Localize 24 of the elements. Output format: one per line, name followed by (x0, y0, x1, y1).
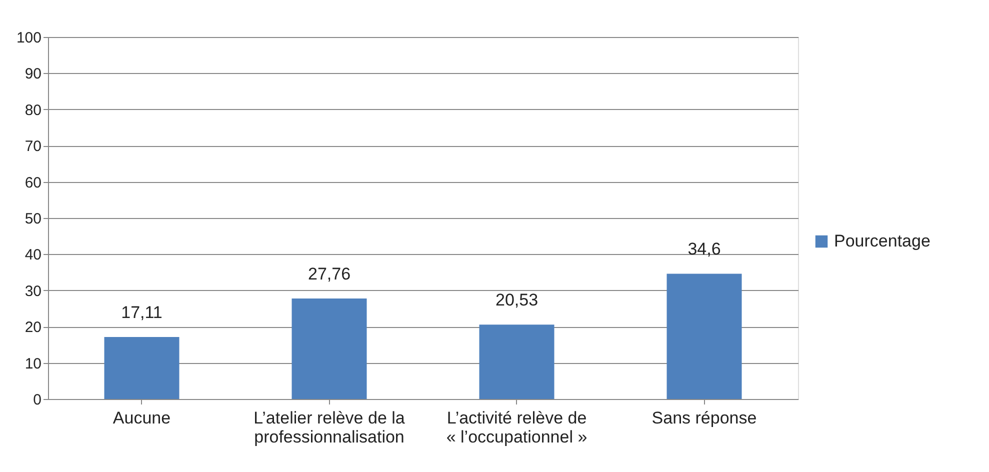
bar (666, 274, 742, 399)
y-tick-label: 100 (16, 30, 42, 46)
data-label: 17,11 (121, 303, 162, 322)
y-tick-label: 50 (24, 210, 42, 228)
x-tick-label: Aucune (112, 408, 171, 428)
x-tick-label: Sans réponse (652, 408, 757, 428)
bar (292, 298, 367, 399)
y-tick-label: 40 (24, 246, 42, 264)
data-label: 34,6 (688, 240, 721, 259)
y-tick-label: 10 (24, 355, 42, 372)
y-tick-label: 80 (24, 102, 42, 119)
y-tick-label: 70 (24, 138, 42, 156)
x-tick-label: L’activité relève de « l’occupationnel » (446, 408, 588, 446)
legend-label: Pourcentage (834, 232, 930, 250)
y-tick-label: 30 (24, 282, 42, 300)
data-label: 20,53 (495, 290, 538, 310)
bar (479, 324, 554, 399)
y-tick-label: 60 (24, 174, 42, 192)
x-tick-label: L’atelier relève de la professionnalisation (254, 408, 406, 446)
y-tick-label: 0 (33, 392, 42, 408)
data-label: 27,76 (308, 264, 351, 284)
bar (104, 337, 180, 399)
y-tick-label: 90 (24, 66, 42, 83)
y-tick-label: 20 (24, 319, 42, 336)
